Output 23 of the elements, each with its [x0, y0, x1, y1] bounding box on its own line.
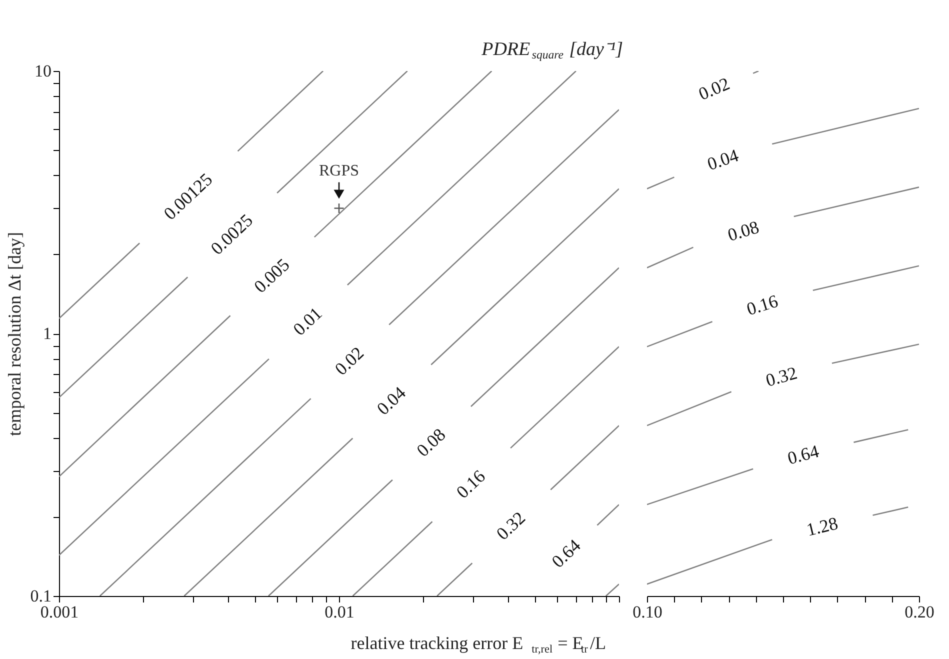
- annotation: RGPS: [318, 162, 360, 180]
- x-tick-label: 0.10: [632, 602, 662, 622]
- text: 0.64: [548, 535, 584, 572]
- text: 0.32: [492, 508, 530, 544]
- x-tick-label: 0.001: [40, 602, 79, 622]
- y-tick-label: 1: [43, 324, 52, 343]
- y-axis-title: temporal resolution Δt [day]: [4, 232, 24, 436]
- text: 0.08: [725, 216, 762, 246]
- x-tick-label: 0.20: [904, 602, 934, 622]
- text: 0.32: [763, 362, 800, 390]
- text: 0.01: [289, 303, 326, 340]
- y-tick-label: 10: [34, 62, 52, 80]
- text: 0.08: [412, 424, 450, 461]
- text: 0.16: [744, 290, 780, 320]
- text: 0.04: [704, 145, 741, 174]
- text: 1.28: [804, 513, 840, 540]
- text: 0.16: [452, 466, 490, 502]
- text: 0.64: [785, 440, 821, 468]
- y-tick-label: 0.1: [30, 586, 52, 606]
- text: 0.02: [330, 342, 368, 380]
- x-tick-label: 0.01: [324, 602, 354, 622]
- text: 0.02: [696, 73, 732, 104]
- text: 0.04: [372, 382, 410, 419]
